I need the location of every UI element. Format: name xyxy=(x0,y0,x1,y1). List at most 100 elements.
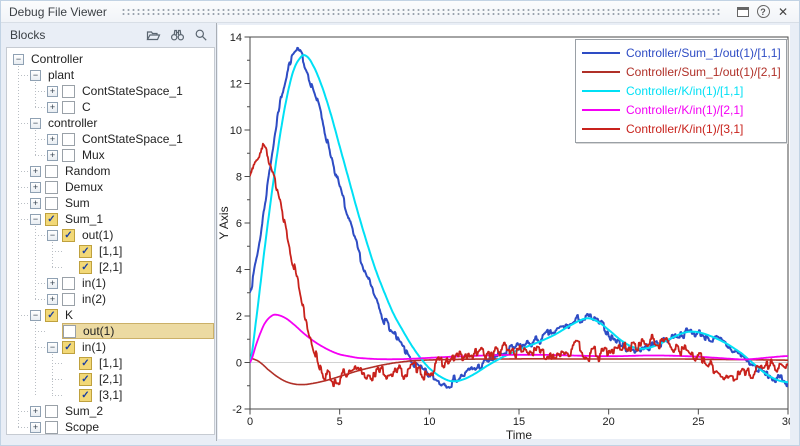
collapse-icon[interactable]: − xyxy=(30,118,41,129)
y-axis-label: Y Axis xyxy=(218,206,231,239)
tree-row-body: in(1) xyxy=(62,275,109,291)
expand-icon[interactable]: + xyxy=(30,422,41,433)
tree-node-label: in(1) xyxy=(79,276,109,290)
checkbox-checked[interactable]: ✓ xyxy=(45,309,58,322)
legend-label: Controller/K/in(1)/[1,1] xyxy=(626,84,743,98)
open-folder-icon[interactable] xyxy=(143,26,163,44)
checkbox-checked[interactable]: ✓ xyxy=(62,229,75,242)
y-tick-label: 14 xyxy=(230,32,242,44)
tree-row--1-1-[interactable]: ✓[1,1] xyxy=(7,355,214,371)
expand-icon[interactable]: + xyxy=(47,102,58,113)
tree-connector xyxy=(52,354,53,395)
checkbox-unchecked[interactable] xyxy=(62,293,75,306)
checkbox-checked[interactable]: ✓ xyxy=(79,261,92,274)
legend-label: Controller/Sum_1/out(1)/[1,1] xyxy=(626,46,781,60)
collapse-icon[interactable]: − xyxy=(30,310,41,321)
tree-row-random[interactable]: +Random xyxy=(7,163,214,179)
expand-icon[interactable]: + xyxy=(30,198,41,209)
legend-line-swatch xyxy=(582,128,620,130)
x-tick-label: 30 xyxy=(782,416,790,428)
drag-handle-dots[interactable] xyxy=(121,7,721,16)
legend-label: Controller/Sum_1/out(1)/[2,1] xyxy=(626,65,781,79)
expand-icon[interactable]: + xyxy=(47,278,58,289)
tree-node-label: K xyxy=(62,308,76,322)
tree-node-label: [3,1] xyxy=(96,388,125,402)
collapse-icon[interactable]: − xyxy=(13,54,24,65)
tree-row-body: ✓in(1) xyxy=(62,339,109,355)
close-icon[interactable]: ✕ xyxy=(775,4,791,20)
collapse-icon[interactable]: − xyxy=(30,214,41,225)
legend-item-3: Controller/K/in(1)/[2,1] xyxy=(582,100,780,119)
tree-node-label: [2,1] xyxy=(96,372,125,386)
checkbox-checked[interactable]: ✓ xyxy=(79,357,92,370)
checkbox-checked[interactable]: ✓ xyxy=(79,373,92,386)
checkbox-unchecked[interactable] xyxy=(45,405,58,418)
checkbox-unchecked[interactable] xyxy=(45,165,58,178)
tree-node-label: ContStateSpace_1 xyxy=(79,84,186,98)
tree-row-body: controller xyxy=(45,115,100,131)
tree-row-demux[interactable]: + Demux xyxy=(7,179,214,195)
checkbox-unchecked[interactable] xyxy=(62,133,75,146)
y-tick-label: 2 xyxy=(236,311,242,323)
tree-row-body: ✓out(1) xyxy=(62,227,116,243)
checkbox-unchecked[interactable] xyxy=(62,85,75,98)
tree-connector xyxy=(35,322,36,395)
tree-node-label: Sum_2 xyxy=(62,404,106,418)
float-window-icon[interactable] xyxy=(735,4,751,20)
tree-row--1-1-[interactable]: ✓[1,1] xyxy=(7,243,214,259)
tree-row--2-1-[interactable]: ✓[2,1] xyxy=(7,259,214,275)
blocks-panel-title: Blocks xyxy=(10,28,139,42)
tree-row-sum[interactable]: +Sum xyxy=(7,195,214,211)
tree-node-label: Demux xyxy=(62,180,106,194)
checkbox-unchecked[interactable] xyxy=(45,421,58,434)
collapse-icon[interactable]: − xyxy=(30,70,41,81)
tree-row-sum-2[interactable]: + Sum_2 xyxy=(7,403,214,419)
checkbox-checked[interactable]: ✓ xyxy=(45,213,58,226)
y-tick-label: -2 xyxy=(232,404,242,416)
legend-line-swatch xyxy=(582,90,620,92)
expand-icon[interactable]: + xyxy=(47,86,58,97)
legend-line-swatch xyxy=(582,109,620,111)
search-icon[interactable] xyxy=(191,26,211,44)
series-line-4 xyxy=(250,144,788,387)
tree-row-plant[interactable]: −plant xyxy=(7,67,214,83)
binoculars-icon[interactable] xyxy=(167,26,187,44)
tree-row--2-1-[interactable]: ✓ [2,1] xyxy=(7,371,214,387)
checkbox-unchecked[interactable] xyxy=(63,325,76,338)
tree-row--3-1-[interactable]: ✓ [3,1] xyxy=(7,387,214,403)
tree-connector xyxy=(35,235,46,236)
tree-row-k[interactable]: −✓ K xyxy=(7,307,214,323)
expand-icon[interactable]: + xyxy=(47,294,58,305)
tree-node-label: ContStateSpace_1 xyxy=(79,132,186,146)
tree-row-scope[interactable]: +Scope xyxy=(7,419,214,435)
checkbox-unchecked[interactable] xyxy=(62,149,75,162)
tree-row-sum-1[interactable]: −✓Sum_1 xyxy=(7,211,214,227)
expand-icon[interactable]: + xyxy=(47,150,58,161)
tree-row-controller[interactable]: −controller xyxy=(7,115,214,131)
checkbox-checked[interactable]: ✓ xyxy=(79,245,92,258)
panel-splitter[interactable] xyxy=(216,23,217,441)
titlebar: Debug File Viewer ? ✕ xyxy=(1,1,799,23)
expand-icon[interactable]: + xyxy=(30,166,41,177)
collapse-icon[interactable]: − xyxy=(47,230,58,241)
checkbox-unchecked[interactable] xyxy=(62,277,75,290)
help-icon[interactable]: ? xyxy=(755,4,771,20)
collapse-icon[interactable]: − xyxy=(47,342,58,353)
legend-item-1: Controller/Sum_1/out(1)/[2,1] xyxy=(582,62,780,81)
checkbox-unchecked[interactable] xyxy=(45,181,58,194)
checkbox-checked[interactable]: ✓ xyxy=(62,341,75,354)
tree-row-body: ✓[2,1] xyxy=(79,259,125,275)
tree-connector xyxy=(52,395,63,396)
tree-row-controller[interactable]: −Controller xyxy=(7,51,214,67)
tree-connector xyxy=(52,251,63,252)
expand-icon[interactable]: + xyxy=(30,406,41,417)
tree-row-body: C xyxy=(62,99,94,115)
expand-icon[interactable]: + xyxy=(47,134,58,145)
checkbox-unchecked[interactable] xyxy=(45,197,58,210)
expand-icon[interactable]: + xyxy=(30,182,41,193)
checkbox-unchecked[interactable] xyxy=(62,101,75,114)
checkbox-checked[interactable]: ✓ xyxy=(79,389,92,402)
y-tick-label: 8 xyxy=(236,172,242,184)
legend-item-0: Controller/Sum_1/out(1)/[1,1] xyxy=(582,43,780,62)
blocks-header: Blocks xyxy=(6,23,215,47)
